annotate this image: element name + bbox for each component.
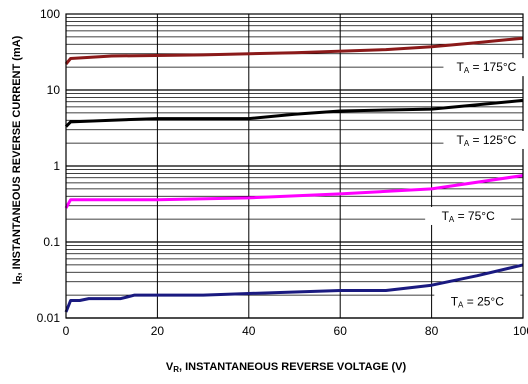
plot-frame [65,13,524,319]
x-tick-labels: 0 20 40 60 80 100 [63,324,528,338]
y-tick-labels: 0.01 0.1 1 10 100 [37,7,61,325]
x-tick-label: 100 [513,324,528,338]
y-tick-label: 10 [47,83,61,97]
series-line [64,98,524,128]
curve-label-bg [443,58,528,77]
curve-labels: TA = 175°C TA = 125°C TA = 75°C TA = 25°C [425,58,528,311]
y-axis-title: IR, INSTANTANEOUS REVERSE CURRENT (mA) [11,35,24,284]
x-tick-label: 80 [425,324,439,338]
y-tick-label: 0.1 [43,235,60,249]
series-line [64,263,524,313]
x-axis-title: VR, INSTANTANEOUS REVERSE VOLTAGE (V) [166,361,407,374]
curve-label-bg [434,292,521,311]
curve-label: TA = 175°C [457,60,517,75]
curve-label: TA = 75°C [442,209,496,224]
curve-label-bg [443,130,528,149]
x-tick-label: 20 [151,324,165,338]
curves [64,36,524,313]
x-tick-label: 60 [334,324,348,338]
series-line [64,36,524,65]
series-line [64,174,524,209]
y-tick-label: 0.01 [37,311,61,325]
y-tick-label: 1 [53,159,60,173]
curve-label: TA = 125°C [457,133,517,148]
x-tick-label: 0 [63,324,70,338]
x-tick-label: 40 [242,324,256,338]
curve-label: TA = 25°C [451,294,505,309]
y-tick-label: 100 [40,7,60,21]
curve-label-bg [425,206,512,225]
